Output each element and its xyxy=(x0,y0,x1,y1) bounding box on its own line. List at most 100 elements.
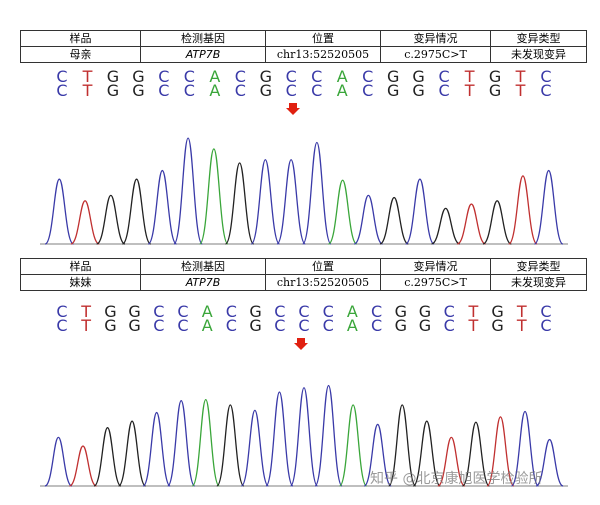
chromatogram-peak xyxy=(199,148,229,245)
sequence-base: A xyxy=(201,302,213,321)
sequence-base: C xyxy=(443,302,455,321)
header-variant-type: 变异类型 xyxy=(490,30,587,47)
sample-cell: 妹妹 xyxy=(20,274,141,291)
sequence-base: T xyxy=(464,81,475,100)
sequence-base: T xyxy=(82,67,93,86)
sequence-base: T xyxy=(82,81,93,100)
position-cell: chr13:52520505 xyxy=(265,46,381,63)
sequence-base: T xyxy=(516,302,527,321)
sequence-base: G xyxy=(412,67,425,86)
chromatogram-peak xyxy=(510,410,540,487)
sequence-base: T xyxy=(81,316,92,335)
sequence-base: C xyxy=(371,316,383,335)
sequence-base: T xyxy=(81,302,92,321)
sequence-base: G xyxy=(132,81,145,100)
sequence-base: A xyxy=(209,67,221,86)
header-variant: 变异情况 xyxy=(380,258,491,275)
sequence-base: G xyxy=(104,302,117,321)
chromatogram-peak xyxy=(533,169,564,245)
sequence-base: C xyxy=(311,67,323,86)
chromatogram-peak xyxy=(482,200,512,245)
chromatogram-peak xyxy=(121,178,152,245)
sequence-base: G xyxy=(394,316,407,335)
sequence-base: T xyxy=(464,67,475,86)
sequence-base: C xyxy=(153,316,165,335)
sequence-base: A xyxy=(336,81,348,100)
sequence-base: C xyxy=(322,302,334,321)
header-sample: 样品 xyxy=(20,258,141,275)
sequence-base: G xyxy=(259,67,272,86)
chromatogram-peak xyxy=(314,384,343,487)
sequence-base: C xyxy=(540,316,552,335)
sequence-base: C xyxy=(540,81,552,100)
sequence-base: G xyxy=(488,67,502,86)
chromatogram-peak xyxy=(69,445,97,487)
gene-cell: ATP7B xyxy=(140,46,266,63)
chromatogram-peak xyxy=(93,427,122,487)
sequence-base: G xyxy=(491,302,504,321)
sequence-base: C xyxy=(362,67,374,86)
sequence-base: C xyxy=(234,67,246,86)
chromatogram-peak xyxy=(173,137,203,245)
sequence-base: C xyxy=(443,316,455,335)
sequence-base: G xyxy=(128,302,141,321)
sequence-base: C xyxy=(438,81,450,100)
chromatogram-peak xyxy=(147,169,178,245)
sequence-base: C xyxy=(56,67,68,86)
chromatogram-peak xyxy=(250,159,281,245)
sequence-base: A xyxy=(346,316,358,335)
sequence-base: C xyxy=(438,67,450,86)
sequence-base: G xyxy=(386,81,400,100)
sequence-base: T xyxy=(515,67,526,86)
sequence-base: A xyxy=(336,67,348,86)
sequence-base: G xyxy=(106,81,120,100)
chromatogram-peak xyxy=(456,203,486,245)
position-cell: chr13:52520505 xyxy=(265,274,381,291)
sequence-base: G xyxy=(128,316,141,335)
sequence-base: G xyxy=(412,81,425,100)
sister-chromatogram xyxy=(40,384,568,487)
sequence-base: T xyxy=(516,316,527,335)
sequence-base: C xyxy=(274,302,286,321)
watermark: 知乎 @北京康旭医学检验所 xyxy=(370,471,543,487)
chromatogram-peak xyxy=(431,207,461,245)
chromatogram-peak xyxy=(96,194,126,245)
sequence-base: G xyxy=(106,67,120,86)
table-row: 妹妹 ATP7B chr13:52520505 c.2975C>T 未发现变异 xyxy=(20,274,587,291)
sequence-base: A xyxy=(201,316,213,335)
sequence-base: C xyxy=(56,81,68,100)
chromatogram-peak xyxy=(535,438,564,487)
chromatogram-peak xyxy=(224,162,255,245)
chromatogram-peak xyxy=(265,391,294,487)
chromatogram-peak xyxy=(216,404,245,487)
chromatogram-peak xyxy=(167,400,196,487)
sequence-base: C xyxy=(540,67,552,86)
sequence-base: G xyxy=(394,302,407,321)
sequence-base: C xyxy=(56,302,68,321)
sequence-base: C xyxy=(298,316,310,335)
sequence-base: C xyxy=(177,316,189,335)
sequence-base: C xyxy=(158,67,170,86)
sequence-base: C xyxy=(285,81,297,100)
sequence-base: G xyxy=(249,316,262,335)
sequence-base: G xyxy=(104,316,117,335)
sequence-base: G xyxy=(132,67,145,86)
sequence-base: C xyxy=(183,67,195,86)
sequence-base: G xyxy=(249,302,262,321)
header-gene: 检测基因 xyxy=(140,258,266,275)
sequence-base: C xyxy=(183,81,195,100)
sequence-base: G xyxy=(418,302,432,321)
sequence-base: C xyxy=(298,302,310,321)
sequence-base: C xyxy=(540,302,552,321)
sequence-base: C xyxy=(177,302,189,321)
sample-cell: 母亲 xyxy=(20,46,141,63)
sister-info-table: 样品 检测基因 位置 变异情况 变异类型 妹妹 ATP7B chr13:5252… xyxy=(20,258,587,291)
chromatogram-peak xyxy=(142,411,171,487)
chromatogram-peak xyxy=(276,159,306,245)
mother-info-table: 样品 检测基因 位置 变异情况 变异类型 母亲 ATP7B chr13:5252… xyxy=(20,30,587,63)
chromatogram-peak xyxy=(44,436,73,487)
